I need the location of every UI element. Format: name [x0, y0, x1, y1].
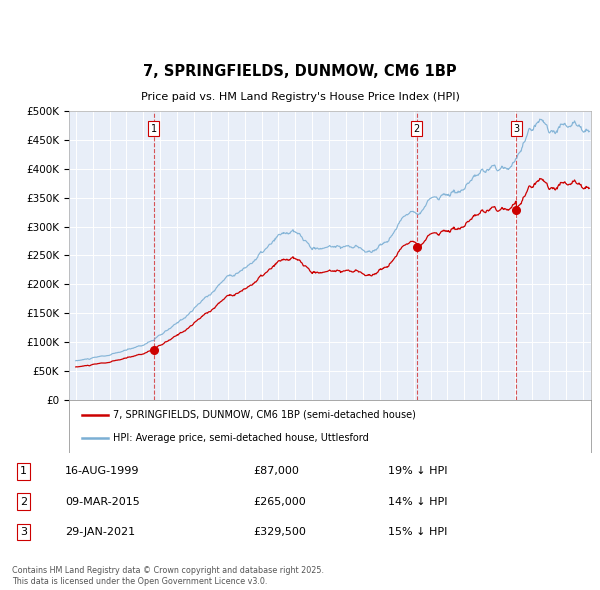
Text: 15% ↓ HPI: 15% ↓ HPI	[388, 527, 448, 537]
Text: 14% ↓ HPI: 14% ↓ HPI	[388, 497, 448, 507]
Text: 2: 2	[20, 497, 27, 507]
Text: 1: 1	[20, 467, 27, 476]
Text: 3: 3	[513, 124, 520, 134]
Text: Contains HM Land Registry data © Crown copyright and database right 2025.
This d: Contains HM Land Registry data © Crown c…	[12, 566, 324, 586]
Text: £265,000: £265,000	[253, 497, 306, 507]
Text: HPI: Average price, semi-detached house, Uttlesford: HPI: Average price, semi-detached house,…	[113, 433, 369, 443]
Text: £329,500: £329,500	[253, 527, 306, 537]
Text: 7, SPRINGFIELDS, DUNMOW, CM6 1BP: 7, SPRINGFIELDS, DUNMOW, CM6 1BP	[143, 64, 457, 79]
Text: 29-JAN-2021: 29-JAN-2021	[65, 527, 135, 537]
Text: 2: 2	[413, 124, 420, 134]
Text: Price paid vs. HM Land Registry's House Price Index (HPI): Price paid vs. HM Land Registry's House …	[140, 92, 460, 102]
Text: 1: 1	[151, 124, 157, 134]
Text: £87,000: £87,000	[253, 467, 299, 476]
Text: 7, SPRINGFIELDS, DUNMOW, CM6 1BP (semi-detached house): 7, SPRINGFIELDS, DUNMOW, CM6 1BP (semi-d…	[113, 410, 416, 420]
Text: 3: 3	[20, 527, 27, 537]
Text: 16-AUG-1999: 16-AUG-1999	[65, 467, 139, 476]
Text: 19% ↓ HPI: 19% ↓ HPI	[388, 467, 448, 476]
Text: 09-MAR-2015: 09-MAR-2015	[65, 497, 140, 507]
